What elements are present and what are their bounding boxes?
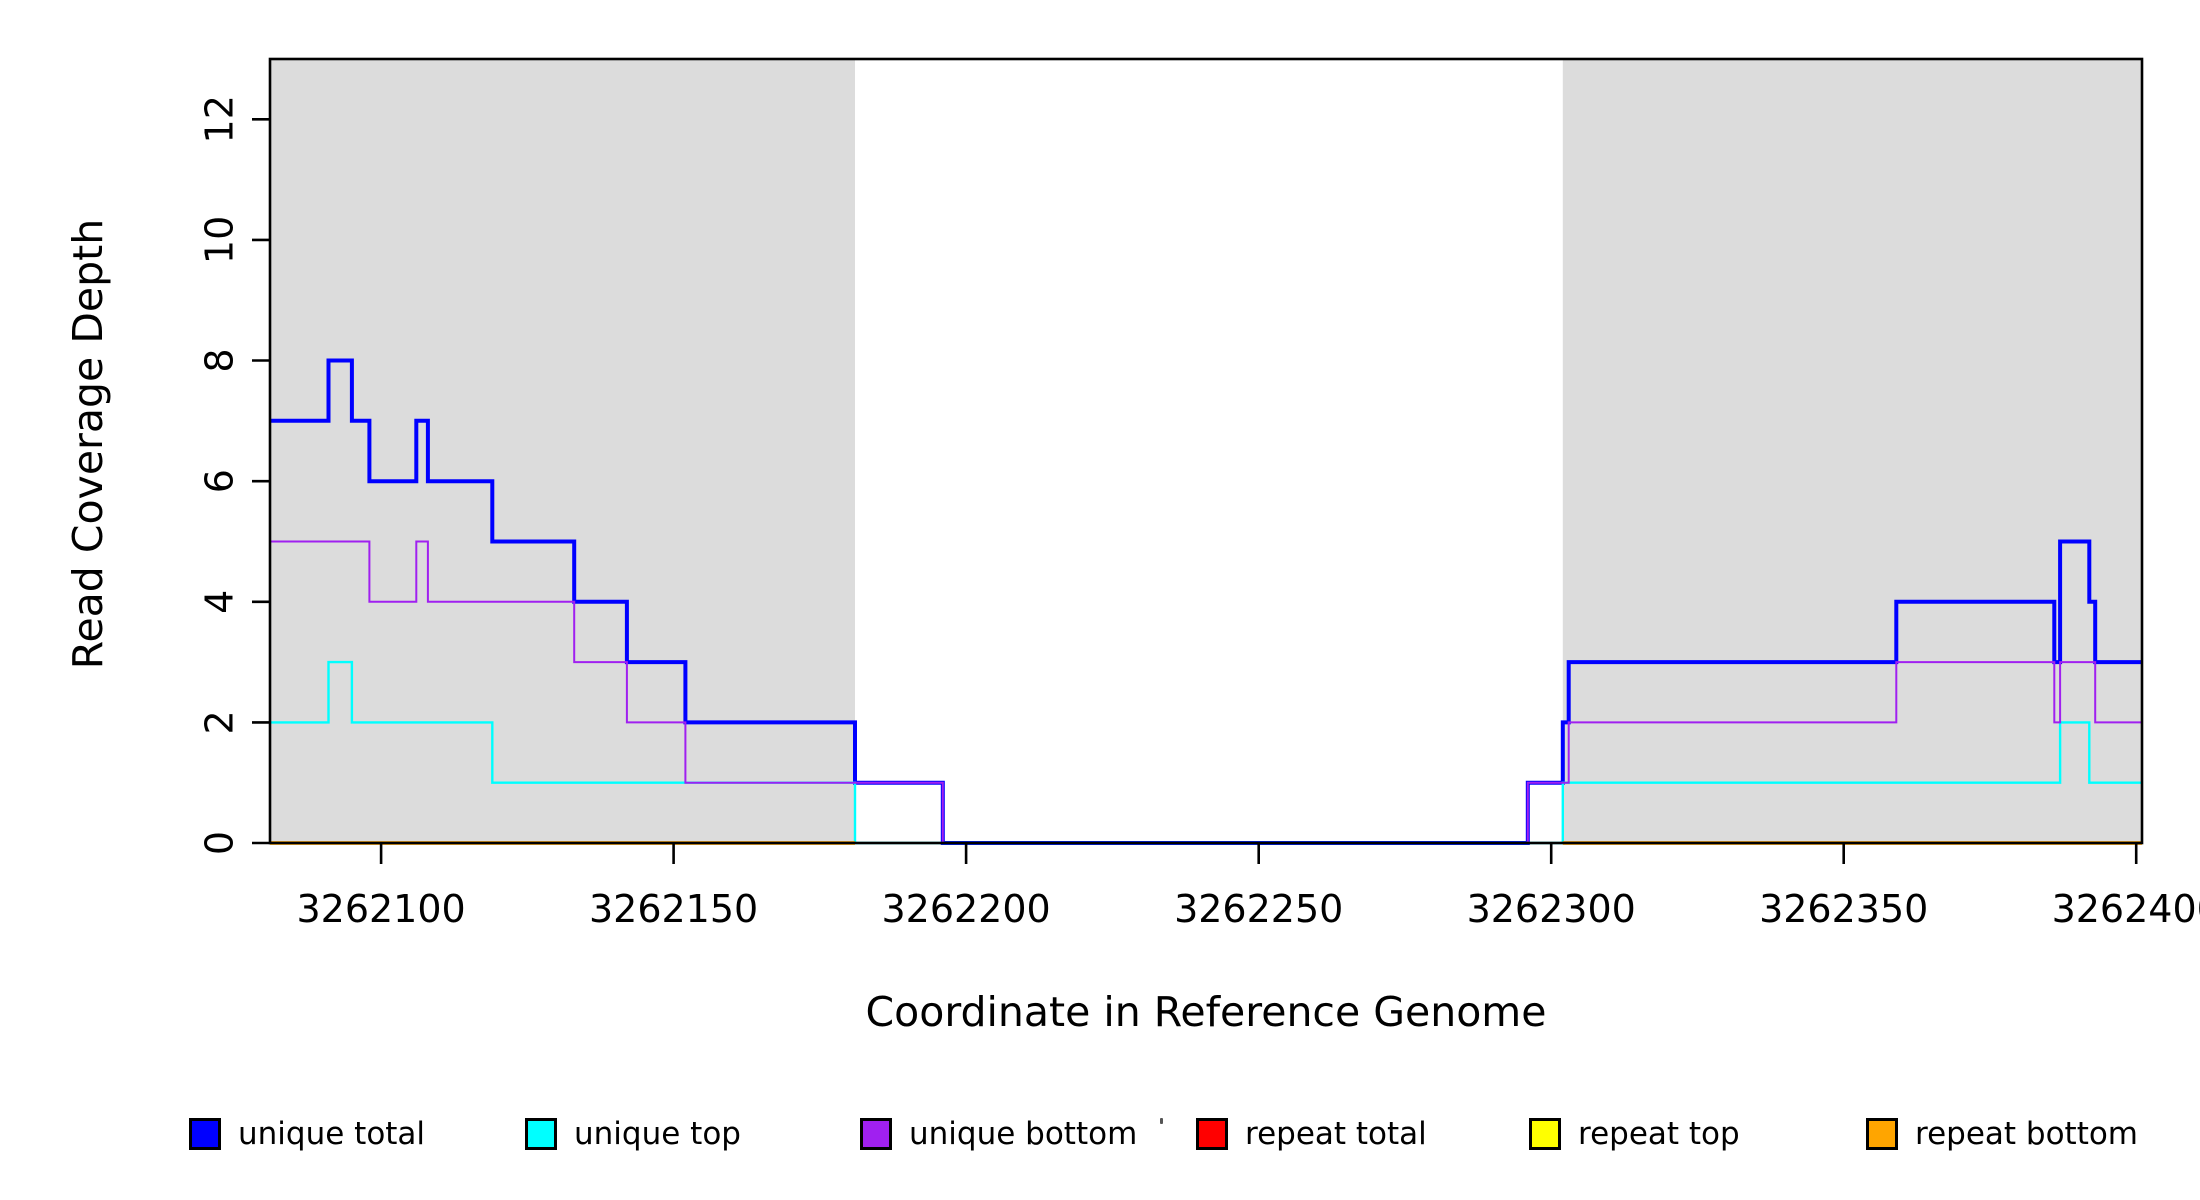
unique-bottom-swatch-icon [860,1118,892,1150]
legend-label: repeat bottom [1915,1116,2139,1152]
legend-entry-unique-bottom: unique bottom [860,1112,1137,1156]
x-tick-label: 3262250 [1174,887,1343,931]
legend-entry-unique-total: unique total [189,1112,425,1156]
unique-total-swatch-icon [189,1118,221,1150]
x-tick-label: 3262350 [1759,887,1928,931]
legend-entry-unique-top: unique top [525,1112,741,1156]
plot-border [268,57,2144,845]
legend-label: repeat total [1245,1116,1427,1152]
legend-label: unique bottom [909,1116,1138,1152]
legend-label: repeat top [1578,1116,1740,1152]
y-tick-label: 12 [198,95,242,143]
y-tick-label: 4 [198,590,242,614]
repeat-region-shading [270,59,855,843]
repeat-top-swatch-icon [1529,1118,1561,1150]
x-tick-label: 3262300 [1467,887,1636,931]
y-tick-label: 6 [198,469,242,493]
y-tick-label: 2 [198,710,242,734]
x-tick-label: 3262150 [589,887,758,931]
legend: unique total unique top unique bottom re… [0,1112,2200,1162]
repeat-total-swatch-icon [1196,1118,1228,1150]
legend-entry-repeat-total: repeat total [1196,1112,1427,1156]
unique-total-line [270,358,2142,845]
legend-label: unique top [574,1116,741,1152]
unique-bottom-line [270,540,2142,844]
y-tick-label: 0 [198,831,242,855]
unique-top-swatch-icon [525,1118,557,1150]
repeat-region-shading [1562,59,2142,843]
y-axis-title: Read Coverage Depth [64,218,112,670]
repeat-bottom-swatch-icon [1866,1118,1898,1150]
legend-entry-repeat-bottom: repeat bottom [1866,1112,2138,1156]
x-tick-label: 3262200 [881,887,1050,931]
unique-top-line [270,660,2142,845]
x-tick-label: 3262100 [296,887,465,931]
legend-entry-repeat-top: repeat top [1529,1112,1740,1156]
y-tick-label: 8 [198,348,242,372]
x-axis-title: Coordinate in Reference Genome [865,988,1547,1036]
legend-label: unique total [238,1116,426,1152]
y-tick-label: 10 [198,216,242,264]
stray-mark [1160,1118,1163,1124]
